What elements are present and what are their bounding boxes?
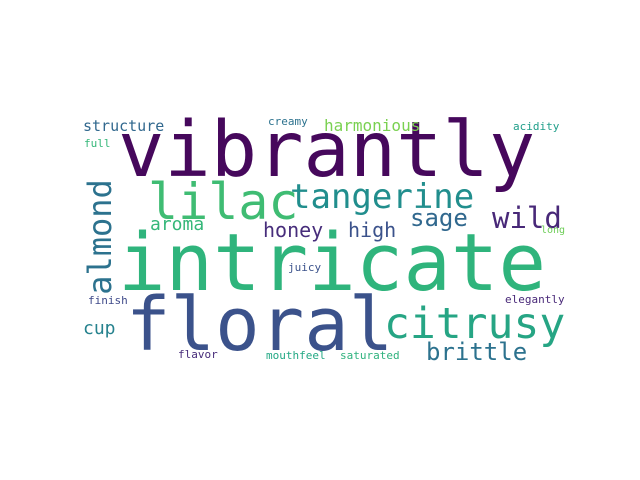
- word-wild: wild: [492, 201, 562, 235]
- word-elegantly: elegantly: [505, 293, 565, 306]
- word-intricate: intricate: [118, 217, 547, 309]
- word-full: full: [84, 137, 111, 150]
- word-mouthfeel: mouthfeel: [266, 349, 326, 362]
- word-long: long: [541, 225, 566, 236]
- word-citrusy: citrusy: [384, 299, 566, 349]
- word-sage: sage: [410, 204, 468, 232]
- word-structure: structure: [83, 117, 165, 135]
- word-brittle: brittle: [426, 338, 528, 366]
- word-vibrantly: vibrantly: [118, 106, 536, 195]
- word-aroma: aroma: [150, 214, 205, 235]
- word-flavor: flavor: [178, 348, 218, 361]
- word-floral: floral: [126, 282, 394, 368]
- word-honey: honey: [263, 218, 324, 242]
- word-creamy: creamy: [268, 115, 308, 128]
- word-almond: almond: [80, 179, 119, 295]
- word-finish: finish: [88, 294, 128, 307]
- word-tangerine: tangerine: [290, 177, 475, 217]
- word-juicy: juicy: [288, 261, 322, 274]
- word-cup: cup: [83, 318, 116, 339]
- word-high: high: [348, 218, 397, 242]
- word-acidity: acidity: [513, 120, 560, 133]
- word-harmonious: harmonious: [324, 116, 421, 135]
- word-lilac: lilac: [148, 173, 299, 231]
- word-saturated: saturated: [340, 349, 400, 362]
